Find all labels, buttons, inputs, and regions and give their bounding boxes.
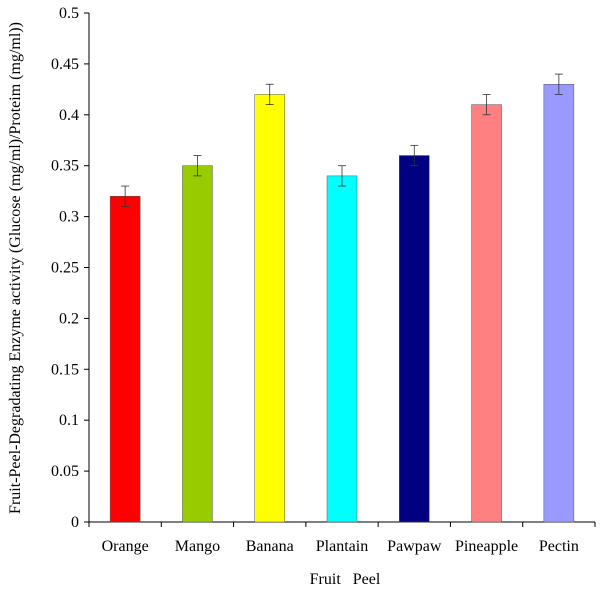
bar-pineapple — [471, 104, 502, 523]
y-tick-label: 0.15 — [51, 361, 79, 378]
x-tick-label: Orange — [102, 538, 149, 555]
x-axis — [88, 521, 596, 527]
y-tick-label: 0.05 — [51, 463, 79, 480]
y-tick-label: 0.5 — [59, 5, 79, 22]
y-tick-label: 0 — [71, 514, 79, 531]
x-tick-label: Pineapple — [455, 538, 518, 555]
y-tick-label: 0.3 — [59, 209, 79, 226]
y-axis: 0 0.05 0.1 0.15 0.2 0.25 0.3 0.35 0.4 0.45 0.5 — [51, 5, 90, 531]
bar-banana — [254, 94, 285, 523]
y-axis-title: Fruit-Peel-Degradating Enzyme activity (… — [7, 22, 24, 514]
x-axis-title: Fruit Peel — [310, 571, 381, 588]
y-tick-label: 0.4 — [59, 107, 79, 124]
x-tick-label: Plantain — [316, 538, 368, 555]
x-tick-label: Pectin — [539, 538, 579, 555]
y-tick-label: 0.1 — [59, 412, 79, 429]
y-tick-label: 0.25 — [51, 260, 79, 277]
bar-plantain — [326, 175, 358, 523]
error-bar-orange — [121, 185, 130, 207]
bar-orange — [109, 195, 141, 523]
y-tick-label: 0.45 — [51, 56, 79, 73]
error-bar-pawpaw — [410, 144, 419, 167]
error-bar-pineapple — [482, 94, 491, 116]
error-bars — [121, 73, 563, 207]
y-tick-label: 0.35 — [51, 158, 79, 175]
bar-mango — [182, 165, 213, 523]
error-bar-mango — [193, 155, 202, 177]
error-bar-pectin — [554, 73, 563, 95]
error-bar-banana — [265, 83, 274, 106]
category-labels: Orange Mango Banana Plantain Pawpaw Pineapple… — [102, 538, 579, 555]
bar-pawpaw — [399, 155, 430, 523]
x-tick-label: Banana — [246, 538, 294, 555]
bars — [109, 84, 575, 523]
x-tick-label: Pawpaw — [387, 538, 442, 555]
y-tick-label: 0.2 — [59, 310, 79, 327]
x-tick-label: Mango — [175, 538, 220, 555]
error-bar-plantain — [338, 165, 346, 187]
bar-pectin — [543, 84, 575, 523]
